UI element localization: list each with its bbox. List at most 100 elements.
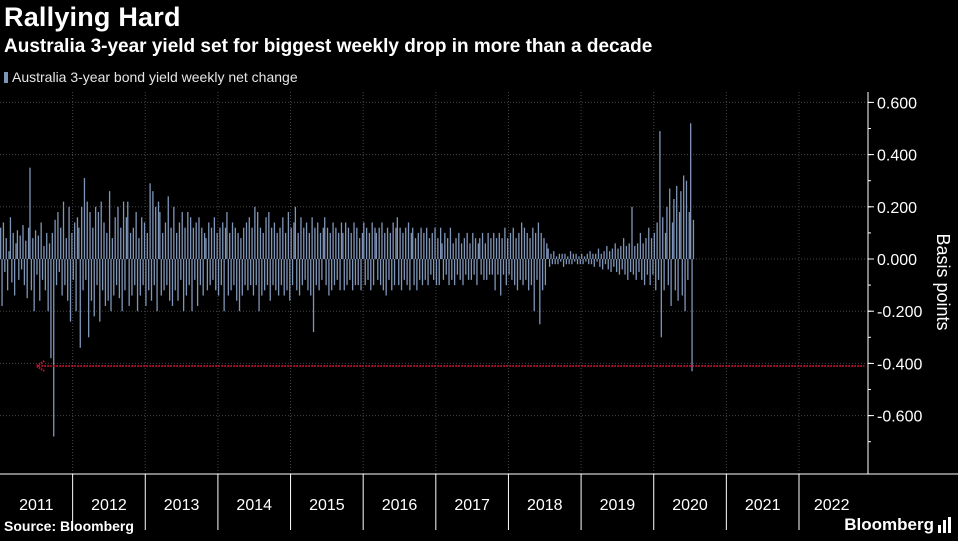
bar — [164, 222, 167, 259]
grid-lines — [0, 92, 868, 474]
bar — [406, 259, 408, 286]
bar — [284, 232, 287, 259]
bar — [351, 259, 354, 291]
bar — [522, 259, 524, 286]
bar — [182, 259, 185, 312]
bar — [30, 259, 33, 291]
bar — [120, 227, 122, 259]
bar — [83, 178, 86, 259]
bar — [229, 232, 231, 259]
bar — [548, 259, 551, 267]
bar — [139, 259, 141, 296]
bar — [409, 259, 411, 291]
bar — [82, 259, 84, 291]
x-tick-label: 2016 — [382, 497, 418, 514]
bar — [600, 253, 602, 259]
legend-swatch — [4, 71, 8, 83]
bar — [574, 259, 576, 262]
bar — [342, 232, 344, 259]
bar — [642, 243, 644, 259]
bar — [479, 238, 481, 259]
bar — [50, 259, 52, 359]
bar — [360, 259, 362, 291]
bar — [585, 259, 587, 262]
brand-logo: Bloomberg — [844, 515, 952, 535]
bar — [599, 259, 601, 267]
bar — [508, 259, 510, 275]
x-tick-label: 2017 — [454, 497, 490, 514]
bar — [455, 238, 457, 259]
bar — [523, 227, 526, 259]
bar — [318, 259, 320, 291]
reference-arrow — [34, 360, 45, 372]
bar — [26, 259, 28, 299]
bar — [571, 259, 573, 265]
bar — [386, 227, 389, 259]
bar — [407, 222, 410, 259]
bar — [617, 248, 619, 259]
bar — [410, 232, 412, 259]
bar — [184, 227, 186, 259]
bar — [688, 212, 690, 259]
bar — [620, 245, 622, 259]
bar — [500, 259, 502, 296]
bar — [568, 259, 570, 265]
bar — [233, 259, 235, 286]
bar — [358, 238, 361, 259]
bar — [187, 212, 189, 259]
y-axis-title: Basis points — [933, 233, 953, 330]
bar — [99, 259, 101, 322]
bar — [268, 212, 270, 259]
bar — [143, 222, 146, 259]
bar — [641, 259, 643, 280]
bar — [596, 259, 598, 262]
bar — [108, 191, 111, 259]
bar — [29, 167, 31, 259]
bar — [265, 217, 267, 259]
bar — [395, 227, 397, 259]
bar — [543, 238, 545, 259]
bar — [382, 259, 385, 291]
bar — [129, 232, 132, 259]
bar — [282, 217, 284, 259]
bar — [149, 183, 151, 259]
bar — [96, 259, 98, 286]
bar — [424, 259, 426, 280]
bar — [5, 238, 7, 259]
bar — [335, 227, 337, 259]
bar — [368, 232, 371, 259]
bar — [463, 238, 466, 259]
bar — [185, 259, 188, 296]
chart-subtitle: Australia 3-year yield set for biggest w… — [4, 36, 653, 57]
bar — [287, 212, 290, 259]
bar — [266, 259, 269, 286]
bar — [110, 259, 112, 312]
bar — [142, 259, 144, 286]
bar — [497, 259, 499, 275]
bar — [114, 217, 116, 259]
bar — [40, 222, 42, 259]
bar — [521, 222, 523, 259]
bar — [298, 259, 301, 296]
bar — [657, 259, 660, 280]
bar — [606, 245, 608, 259]
bar — [162, 232, 164, 259]
bar — [551, 259, 554, 265]
bar — [8, 251, 10, 259]
y-tick-label: 0.600 — [877, 95, 917, 112]
bar — [321, 259, 323, 280]
bar — [460, 243, 463, 259]
bar — [527, 259, 530, 291]
bar — [491, 259, 493, 275]
bar — [611, 248, 614, 259]
bar — [435, 259, 438, 286]
bar — [293, 222, 295, 259]
bar — [579, 259, 581, 265]
y-tick-label: 0.400 — [877, 148, 917, 165]
bar — [1, 259, 3, 306]
bar — [676, 185, 678, 259]
bar — [61, 259, 63, 296]
bar — [2, 222, 5, 259]
bar — [234, 227, 236, 259]
bar — [592, 253, 594, 259]
